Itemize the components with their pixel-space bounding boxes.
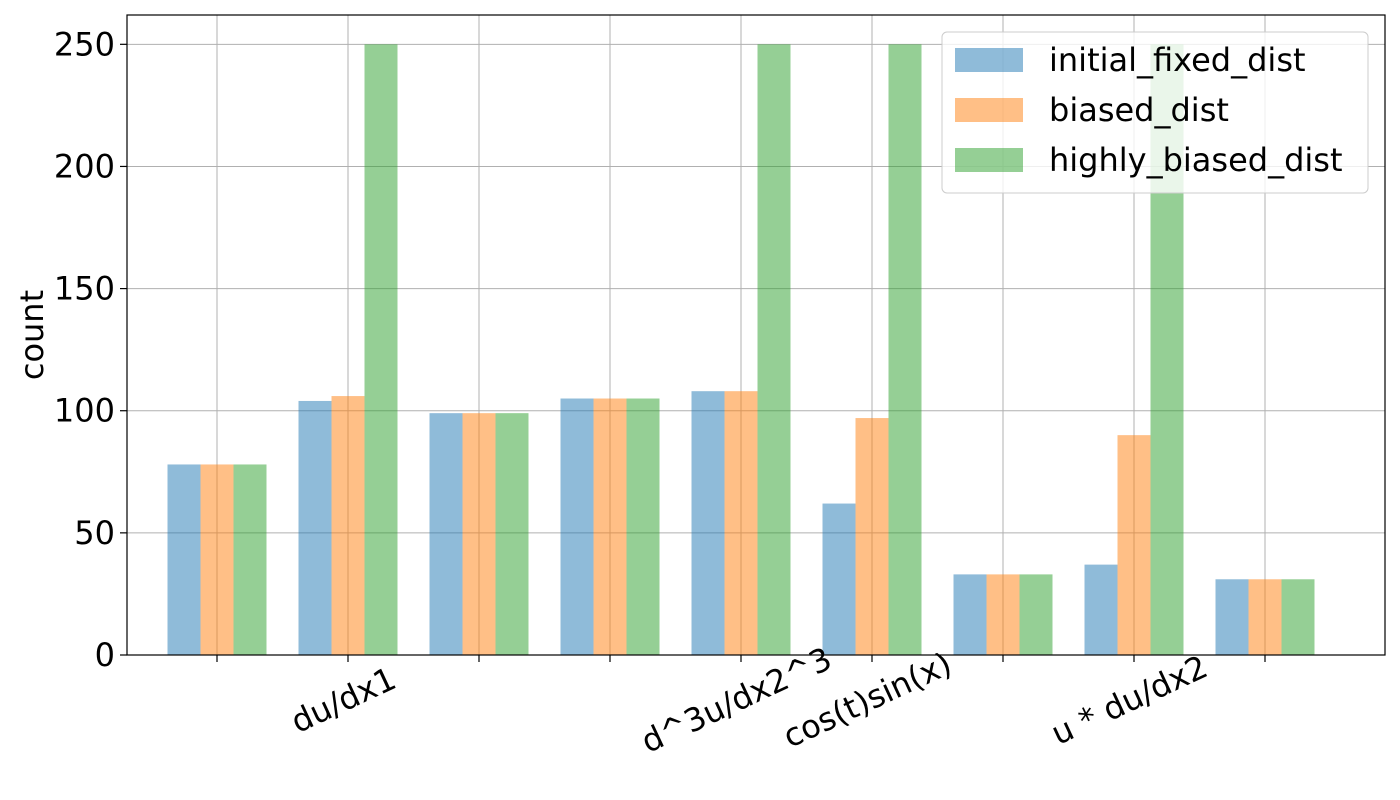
legend-label-highly_biased_dist: highly_biased_dist [1049, 141, 1343, 179]
bars [167, 44, 1315, 655]
bar-initial_fixed_dist [691, 391, 725, 655]
bar-biased_dist [986, 574, 1020, 655]
legend-swatch-initial_fixed_dist [955, 48, 1023, 72]
bar-biased_dist [1248, 579, 1282, 655]
legend-label-initial_fixed_dist: initial_fixed_dist [1049, 41, 1306, 79]
x-tick-label: du/dx1 [285, 659, 402, 740]
bar-highly_biased_dist [626, 398, 660, 655]
y-tick-label: 200 [54, 147, 115, 185]
y-tick-label: 150 [54, 270, 115, 308]
bar-biased_dist [200, 464, 234, 655]
bar-initial_fixed_dist [822, 503, 856, 655]
legend-box [941, 31, 1369, 194]
bar-biased_dist [593, 398, 627, 655]
bar-initial_fixed_dist [1215, 579, 1249, 655]
legend: initial_fixed_dist biased_dist highly_bias… [941, 31, 1369, 194]
plot-frame [126, 14, 1386, 656]
bar-biased_dist [1117, 435, 1151, 655]
y-axis-label: count [13, 290, 51, 380]
bar-initial_fixed_dist [429, 413, 463, 655]
bar-highly_biased_dist [364, 44, 398, 655]
bar-highly_biased_dist [1281, 579, 1315, 655]
bar-initial_fixed_dist [298, 400, 332, 655]
legend-label-biased_dist: biased_dist [1049, 91, 1229, 129]
bar-highly_biased_dist [233, 464, 267, 655]
y-tick-label: 50 [74, 514, 115, 552]
y-tick-label: 250 [54, 25, 115, 63]
bar-initial_fixed_dist [1084, 564, 1118, 655]
bar-initial_fixed_dist [953, 574, 987, 655]
bar-biased_dist [855, 418, 889, 655]
bar-biased_dist [331, 396, 365, 655]
bar-highly_biased_dist [757, 44, 791, 655]
legend-swatch-biased_dist [955, 98, 1023, 122]
y-tick-label: 100 [54, 392, 115, 430]
bar-highly_biased_dist [495, 413, 529, 655]
bar-biased_dist [724, 391, 758, 655]
bar-highly_biased_dist [1019, 574, 1053, 655]
bar-biased_dist [462, 413, 496, 655]
legend-swatch-highly_biased_dist [955, 148, 1023, 172]
bar-highly_biased_dist [888, 44, 922, 655]
bar-initial_fixed_dist [167, 464, 201, 655]
bar-initial_fixed_dist [560, 398, 594, 655]
x-tick-label: u * du/dx2 [1045, 647, 1213, 752]
y-tick-label: 0 [95, 636, 115, 674]
